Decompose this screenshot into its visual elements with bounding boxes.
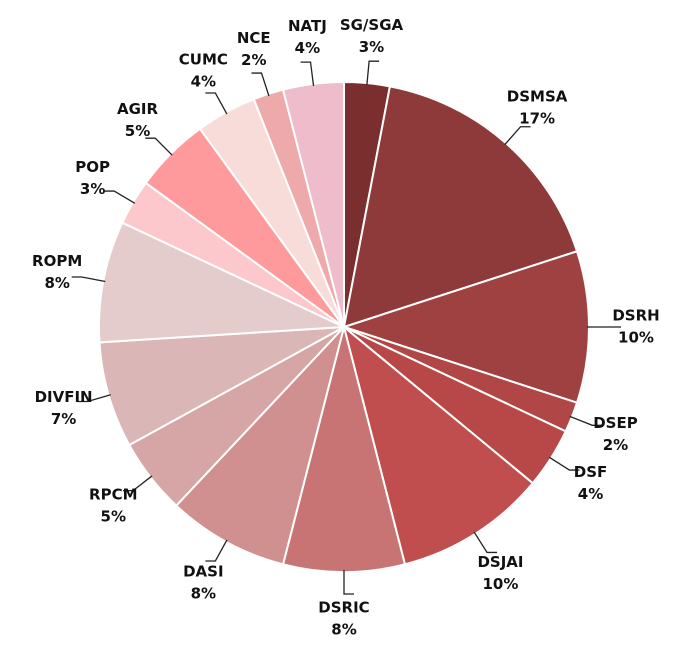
value-label: 3% [80,180,105,198]
leader-line [205,539,228,562]
slice-label: AGIR [117,100,159,118]
leader-line [123,475,153,492]
slice-label: ROPM [32,252,82,270]
value-label: 2% [603,436,628,454]
leader-line [343,570,354,595]
leader-line [569,415,603,426]
slice-label: POP [75,158,110,176]
value-label: 4% [295,39,320,57]
leader-line [504,126,531,146]
leader-line [251,72,270,97]
slice-label: CUMC [179,51,228,69]
slice-label: DSRH [612,307,659,325]
value-label: 4% [191,73,216,91]
slice-label: RPCM [89,485,137,503]
slice-label: DSEP [593,414,638,432]
slice-label: SG/SGA [340,16,404,34]
value-label: 10% [483,575,519,593]
value-label: 10% [618,329,654,347]
value-label: 8% [331,621,356,639]
slice-label: DIVFIN [35,388,93,406]
slice-label: NCE [237,29,271,47]
value-label: 5% [101,507,126,525]
value-label: 7% [51,410,76,428]
slice-label: DSF [574,463,608,481]
value-label: 3% [359,38,384,56]
leader-line [205,92,228,115]
slice-label: DASI [183,562,223,580]
value-label: 5% [125,122,150,140]
slice-label: DSMSA [507,87,568,105]
leader-line [366,60,380,86]
value-label: 8% [44,274,69,292]
leader-line [548,456,580,471]
slice-label: DSRIC [318,599,369,617]
slice-label: NATJ [288,17,327,35]
leader-line [145,137,173,156]
value-label: 8% [191,584,216,602]
value-label: 17% [519,109,555,127]
leader-line [300,61,315,86]
value-label: 2% [241,51,266,69]
leader-line [71,276,106,283]
slice-label: DSJAI [477,553,523,571]
leader-line [473,531,498,554]
value-label: 4% [578,485,603,503]
leader-line [77,394,111,403]
leader-line [104,190,136,204]
